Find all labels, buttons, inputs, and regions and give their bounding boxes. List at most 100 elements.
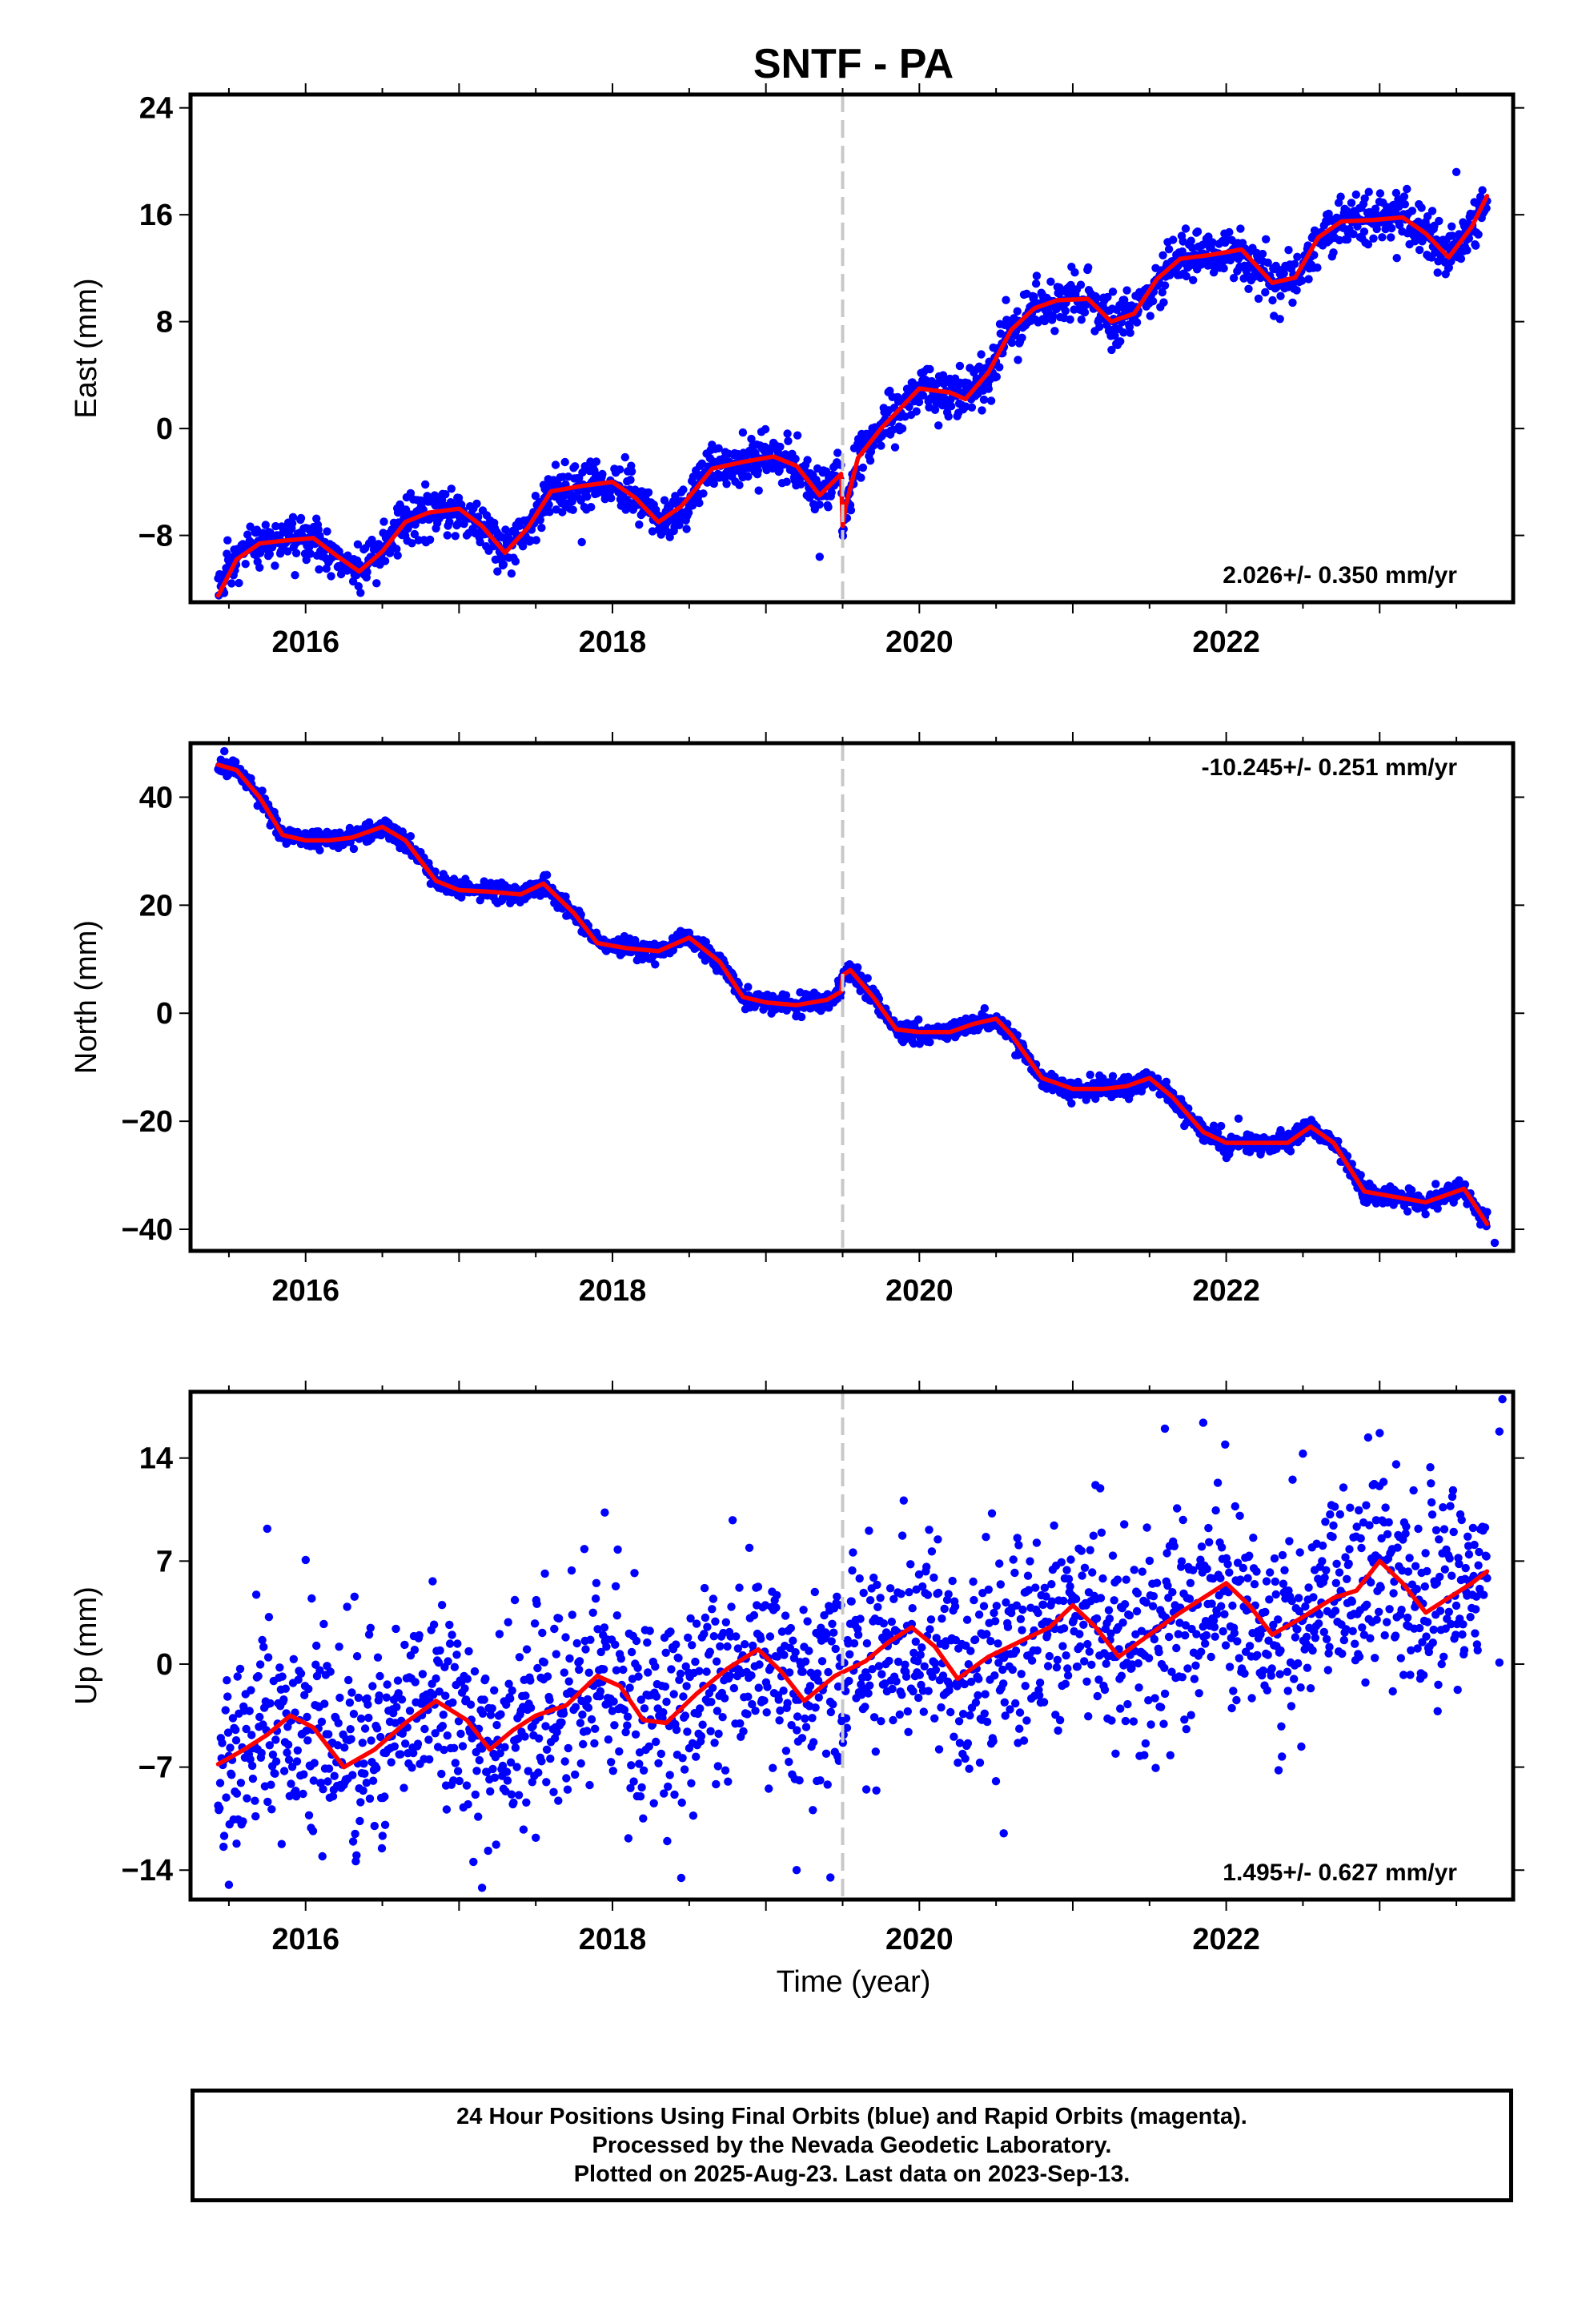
data-point [630, 1569, 639, 1578]
data-point [283, 1740, 293, 1749]
data-point [857, 473, 865, 482]
data-point [604, 1735, 613, 1744]
data-point [590, 1739, 599, 1748]
data-point [853, 1630, 863, 1639]
data-point [474, 1812, 483, 1821]
data-point [808, 1714, 817, 1723]
data-point [774, 1695, 783, 1704]
data-point [619, 1665, 628, 1675]
data-point [1116, 337, 1125, 346]
data-point [782, 477, 791, 486]
data-point [926, 364, 934, 374]
data-point [592, 489, 601, 498]
data-point [380, 557, 390, 565]
data-point [876, 1594, 885, 1602]
data-point [576, 496, 585, 505]
data-point [1181, 224, 1191, 233]
data-point [762, 1708, 771, 1717]
data-point [1417, 203, 1426, 212]
data-point [1310, 251, 1319, 259]
data-point [567, 1566, 576, 1575]
data-point [602, 1642, 611, 1651]
data-point [475, 1755, 484, 1765]
y-tick-label: 0 [156, 1648, 173, 1682]
data-point [506, 1694, 515, 1703]
data-point [541, 1722, 550, 1731]
data-point [492, 1720, 501, 1730]
data-point [1403, 184, 1411, 194]
data-point [944, 412, 953, 421]
data-point [552, 1727, 561, 1737]
data-point [554, 1614, 564, 1623]
x-tick-label: 2020 [885, 625, 954, 659]
data-point [1343, 235, 1352, 244]
data-point [708, 1683, 717, 1692]
data-point [499, 560, 508, 569]
data-point [674, 1654, 683, 1663]
data-point [515, 521, 524, 530]
data-point [510, 1595, 520, 1605]
data-point [615, 1747, 624, 1756]
data-point [831, 1644, 840, 1654]
data-point [793, 1712, 802, 1721]
data-point [587, 503, 596, 512]
data-point [367, 1736, 375, 1745]
data-point [817, 1657, 827, 1666]
data-point [504, 1618, 512, 1626]
data-point [406, 832, 416, 841]
data-point [364, 818, 374, 827]
data-point [676, 1669, 685, 1679]
data-point [301, 1555, 310, 1565]
data-point [716, 1642, 725, 1651]
data-point [861, 1785, 871, 1794]
data-point [437, 1769, 446, 1779]
data-point [656, 1749, 665, 1759]
data-point [735, 480, 744, 489]
data-point [705, 1647, 714, 1656]
data-point [291, 1792, 301, 1801]
data-point [522, 1645, 532, 1654]
data-point [859, 1588, 868, 1598]
data-point [879, 1619, 889, 1628]
data-point [639, 1766, 648, 1775]
data-point [559, 1709, 568, 1718]
data-point [640, 1704, 649, 1713]
data-point [231, 1725, 240, 1735]
data-point [829, 1700, 837, 1709]
data-point [700, 1630, 709, 1638]
data-point [675, 521, 684, 529]
data-point [418, 1670, 428, 1679]
data-point [1209, 268, 1219, 277]
data-point [478, 1709, 488, 1718]
data-point [661, 1682, 670, 1691]
data-point [914, 1015, 923, 1024]
data-point [1162, 1077, 1171, 1087]
data-point [506, 1758, 516, 1767]
data-point [232, 1789, 242, 1798]
data-point [454, 1717, 464, 1726]
data-point [356, 589, 365, 597]
data-point [284, 1755, 294, 1764]
data-point [853, 963, 862, 972]
data-point [1234, 1114, 1243, 1124]
chart-title: SNTF - PA [753, 41, 954, 87]
data-point [392, 1703, 401, 1711]
data-point [425, 1755, 434, 1764]
data-point [406, 489, 416, 498]
data-point [986, 396, 996, 405]
data-point [644, 1668, 652, 1677]
data-point [651, 1662, 660, 1671]
data-point [492, 1840, 500, 1849]
data-point [720, 1694, 729, 1703]
data-point [1050, 327, 1059, 336]
data-point [288, 513, 298, 521]
data-point [811, 1703, 820, 1712]
data-point [1463, 246, 1472, 255]
data-point [405, 1707, 415, 1715]
data-point [400, 1783, 408, 1792]
data-point [629, 1777, 638, 1786]
data-point [515, 1653, 524, 1662]
data-point [1391, 188, 1401, 198]
data-point [1236, 224, 1245, 233]
